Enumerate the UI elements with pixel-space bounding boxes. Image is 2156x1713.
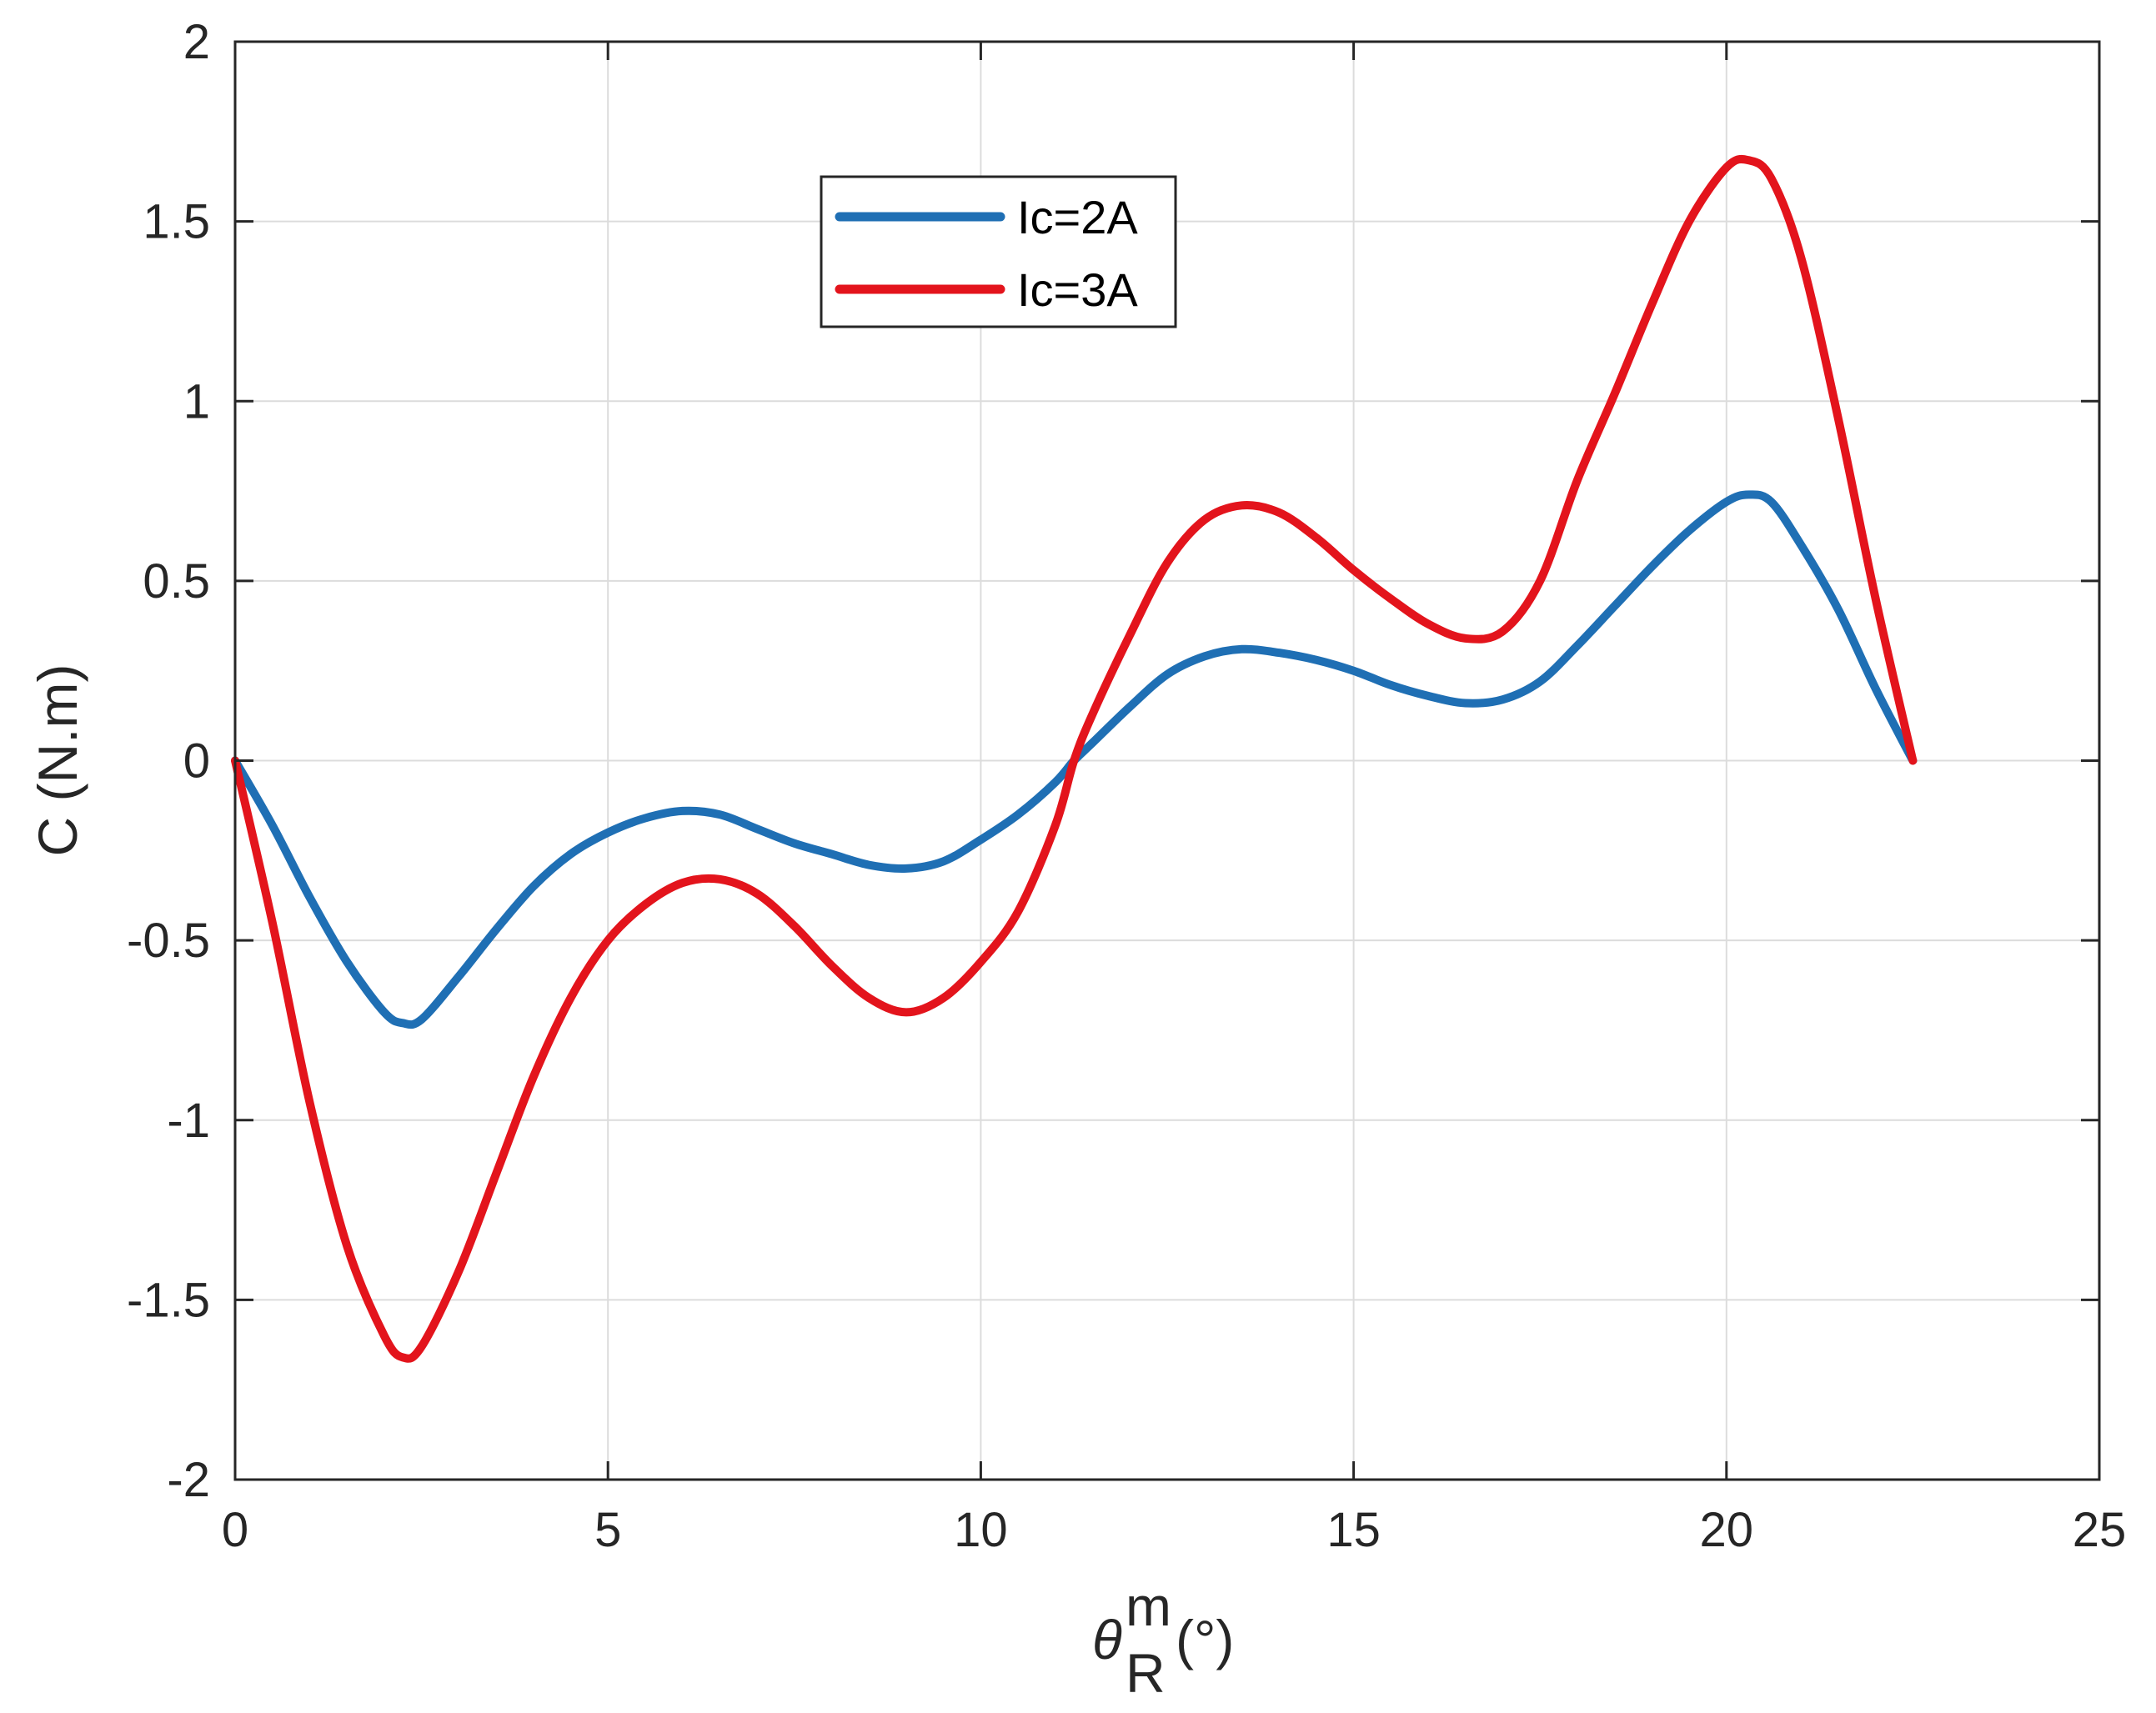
y-tick-label: 0: [183, 734, 210, 789]
y-tick-label: -1: [167, 1094, 210, 1148]
x-tick-label: 25: [2073, 1503, 2127, 1557]
x-axis-tick-labels: 0 5 10 15 20 25: [222, 1503, 2126, 1557]
y-tick-label: -1.5: [127, 1273, 210, 1327]
x-tick-label: 10: [954, 1503, 1008, 1557]
y-axis-tick-labels: -2 -1.5 -1 -0.5 0 0.5 1 1.5 2: [127, 15, 210, 1507]
series-line-ic-3a: [231, 154, 1918, 1363]
x-axis-label-symbol: θ: [1092, 1609, 1122, 1670]
y-tick-label: -0.5: [127, 914, 210, 968]
y-tick-label: -2: [167, 1453, 210, 1507]
x-tick-label: 20: [1700, 1503, 1754, 1557]
x-axis-label-superscript: m: [1126, 1575, 1171, 1637]
legend: Ic=2A Ic=3A: [820, 175, 1177, 328]
y-tick-label: 0.5: [143, 554, 210, 609]
x-tick-label: 15: [1326, 1503, 1381, 1557]
legend-box: [820, 175, 1177, 328]
x-axis-label: θ m R (°): [1092, 1575, 1234, 1704]
y-tick-label: 1: [183, 374, 210, 428]
axis-ticks: [233, 40, 2101, 1481]
y-axis-label: C (N.m): [27, 664, 88, 857]
y-tick-label: 1.5: [143, 195, 210, 249]
x-axis-label-unit: (°): [1176, 1609, 1234, 1670]
x-axis-label-subscript: R: [1126, 1642, 1166, 1704]
legend-label-ic-2a: Ic=2A: [1017, 191, 1138, 243]
y-tick-label: 2: [183, 15, 210, 69]
series-lines: [231, 154, 1918, 1363]
legend-label-ic-3a: Ic=3A: [1017, 263, 1138, 316]
x-tick-label: 5: [594, 1503, 621, 1557]
x-tick-label: 0: [222, 1503, 248, 1557]
